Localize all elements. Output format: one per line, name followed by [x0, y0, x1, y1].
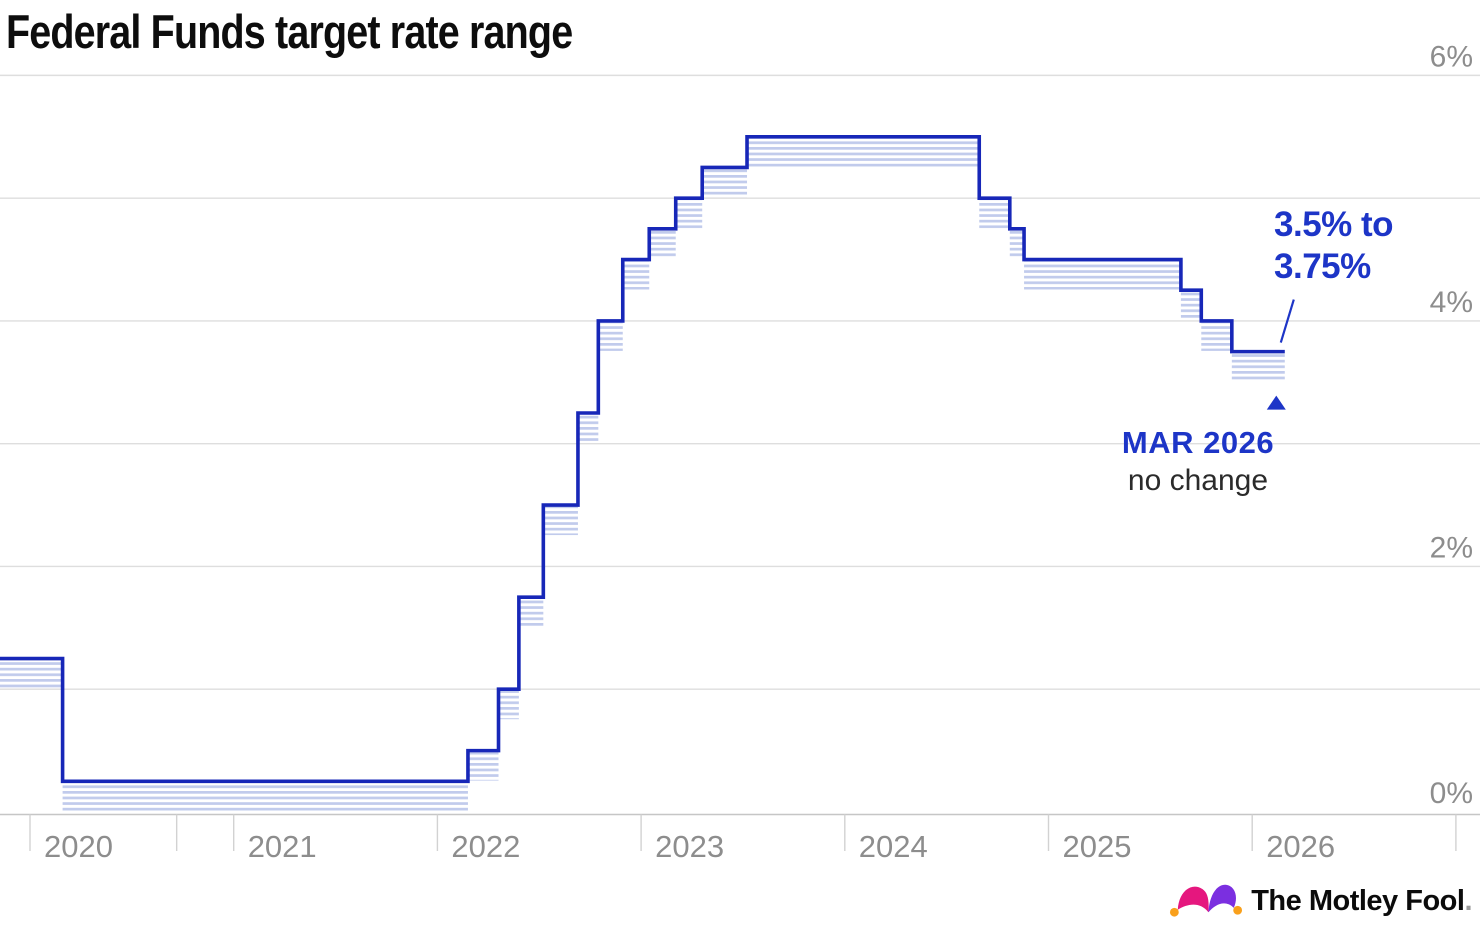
annotation-callout-line	[1279, 299, 1295, 343]
jester-right-horn	[1208, 884, 1237, 913]
rate-range-band	[1009, 230, 1025, 259]
rate-range-band	[747, 138, 980, 167]
brand-footer: The Motley Fool.	[1169, 876, 1472, 926]
rate-range-band	[649, 230, 676, 259]
rate-range-band	[702, 169, 748, 198]
rate-range-band	[622, 261, 650, 290]
y-tick-label-4%: 4%	[1430, 286, 1473, 319]
annotation-rate-range-line2: 3.75%	[1274, 247, 1371, 286]
rate-range-band	[577, 414, 599, 443]
jester-left-horn	[1177, 886, 1209, 913]
rate-range-band	[62, 783, 468, 812]
rate-range-band	[467, 752, 499, 781]
brand-name: The Motley Fool.	[1251, 884, 1472, 917]
x-tick-label-2025: 2025	[1063, 829, 1132, 864]
y-tick-label-2%: 2%	[1430, 531, 1473, 564]
jester-left-dot	[1170, 907, 1179, 917]
rate-range-band	[1231, 353, 1285, 382]
motley-fool-jester-icon	[1170, 884, 1243, 917]
rate-range-band	[598, 322, 623, 351]
rate-range-band	[675, 199, 703, 229]
rate-range-band	[518, 598, 544, 628]
y-tick-label-0%: 0%	[1430, 777, 1473, 810]
jester-right-dot	[1233, 905, 1243, 915]
rate-range-band	[0, 660, 63, 689]
annotation-date: MAR 2026	[1121, 425, 1275, 460]
rate-range-band	[498, 691, 519, 720]
rate-range-band	[543, 506, 578, 536]
x-tick-label-2020: 2020	[44, 829, 113, 864]
x-tick-label-2021: 2021	[248, 829, 317, 864]
y-tick-label-6%: 6%	[1430, 40, 1473, 73]
rate-range-band	[1201, 322, 1232, 351]
x-tick-label-2024: 2024	[859, 829, 928, 864]
rate-range-band	[1024, 261, 1181, 290]
rate-range-band	[979, 199, 1010, 229]
x-tick-label-2026: 2026	[1266, 829, 1335, 864]
annotation-rate-range: 3.5% to 3.75%	[1274, 204, 1444, 288]
brand-period: .	[1464, 884, 1472, 917]
mar-2026-triangle-marker	[1266, 395, 1286, 410]
rate-range-band	[1180, 292, 1202, 321]
upper-bound-step-line	[0, 134, 1285, 784]
annotation-rate-range-line1: 3.5% to	[1274, 205, 1394, 244]
x-tick-label-2022: 2022	[451, 829, 520, 864]
page-title: Federal Funds target rate range	[6, 5, 573, 58]
annotation-change: no change	[1127, 464, 1269, 497]
x-tick-label-2023: 2023	[655, 829, 724, 864]
